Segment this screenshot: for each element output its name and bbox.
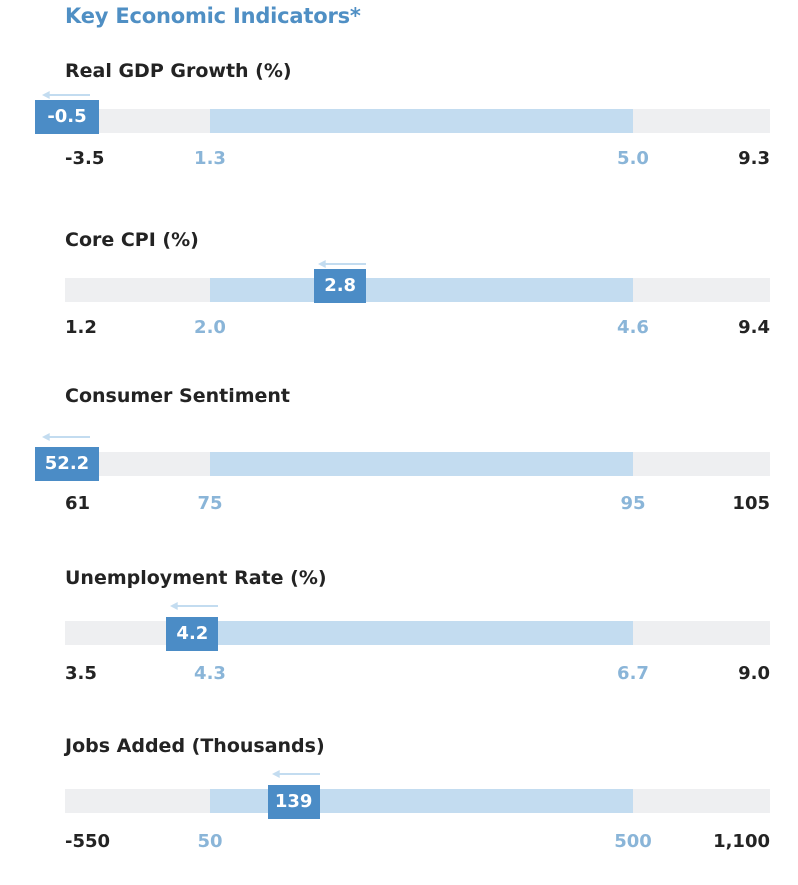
range-low-label: 4.3 <box>194 663 226 684</box>
normal-range-band <box>210 452 633 476</box>
trend-arrow-icon <box>170 602 219 610</box>
current-value-marker: 52.2 <box>35 447 99 481</box>
current-value-marker: 2.8 <box>314 269 367 303</box>
indicator-gdp-growth: Real GDP Growth (%) -0.5 -3.5 1.3 5.0 9.… <box>0 60 798 210</box>
normal-range-band <box>210 278 633 302</box>
scale-max-label: 1,100 <box>713 831 770 852</box>
scale-min-label: 1.2 <box>65 317 97 338</box>
range-high-label: 95 <box>620 493 646 514</box>
scale-min-label: 61 <box>65 493 91 514</box>
current-value-marker: -0.5 <box>35 100 99 134</box>
indicator-label: Core CPI (%) <box>65 229 199 251</box>
trend-arrow-icon <box>42 433 90 441</box>
indicator-label: Consumer Sentiment <box>65 385 291 407</box>
scale-min-label: 3.5 <box>65 663 97 684</box>
indicator-label: Real GDP Growth (%) <box>65 60 292 82</box>
indicator-core-cpi: Core CPI (%) 2.8 1.2 2.0 4.6 9.4 <box>0 229 798 379</box>
indicator-label: Jobs Added (Thousands) <box>65 735 325 757</box>
normal-range-band <box>210 109 633 133</box>
current-value-marker: 4.2 <box>166 617 219 651</box>
normal-range-band <box>210 621 633 645</box>
range-high-label: 5.0 <box>617 148 649 169</box>
indicator-unemployment-rate: Unemployment Rate (%) 4.2 3.5 4.3 6.7 9.… <box>0 567 798 717</box>
indicator-consumer-sentiment: Consumer Sentiment 52.2 61 75 95 105 <box>0 385 798 535</box>
trend-arrow-icon <box>42 91 90 99</box>
scale-min-label: -550 <box>65 831 111 852</box>
range-low-label: 75 <box>197 493 223 514</box>
range-low-label: 50 <box>197 831 223 852</box>
range-high-label: 6.7 <box>617 663 649 684</box>
scale-max-label: 105 <box>732 493 770 514</box>
trend-arrow-icon <box>318 260 367 268</box>
range-high-label: 4.6 <box>617 317 649 338</box>
chart-title: Key Economic Indicators* <box>65 4 361 28</box>
scale-max-label: 9.3 <box>738 148 770 169</box>
range-low-label: 2.0 <box>194 317 226 338</box>
indicator-label: Unemployment Rate (%) <box>65 567 327 589</box>
trend-arrow-icon <box>271 770 320 778</box>
scale-max-label: 9.0 <box>738 663 770 684</box>
range-low-label: 1.3 <box>194 148 226 169</box>
indicator-jobs-added: Jobs Added (Thousands) 139 -550 50 500 1… <box>0 735 798 885</box>
current-value-marker: 139 <box>267 785 320 819</box>
range-high-label: 500 <box>614 831 652 852</box>
scale-max-label: 9.4 <box>738 317 770 338</box>
scale-min-label: -3.5 <box>65 148 105 169</box>
